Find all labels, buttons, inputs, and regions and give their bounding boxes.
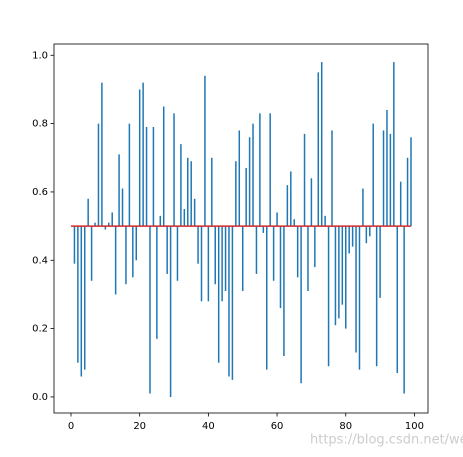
y-tick-label: 0.8 (32, 119, 48, 130)
x-tick-label: 20 (133, 421, 146, 432)
y-tick-label: 0.2 (32, 324, 48, 335)
x-tick-label: 60 (271, 421, 284, 432)
y-tick-label: 1.0 (32, 50, 48, 61)
x-tick-label: 40 (202, 421, 215, 432)
x-tick-label: 80 (339, 421, 352, 432)
x-tick-label: 100 (405, 421, 424, 432)
y-tick-label: 0.4 (32, 255, 48, 266)
y-tick-label: 0.6 (32, 187, 48, 198)
plot-frame (53, 43, 429, 414)
watermark: https://blog.csdn.net/weixin_41869644 (310, 433, 463, 448)
x-tick-label: 0 (68, 421, 74, 432)
y-tick-label: 0.0 (32, 392, 48, 403)
